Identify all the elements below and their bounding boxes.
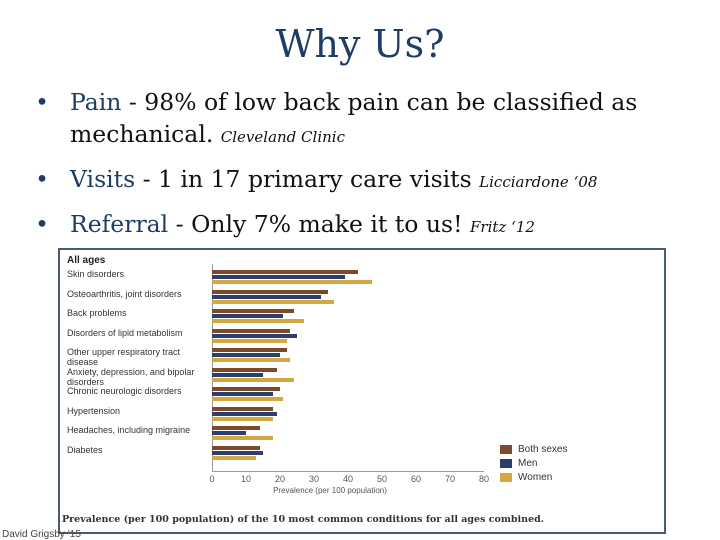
x-tick-label: 80 (478, 474, 489, 484)
category-label: Disorders of lipid metabolism (67, 327, 183, 338)
bar-women (212, 299, 335, 304)
bullet-label: Visits (70, 165, 136, 193)
bar-men (212, 392, 274, 396)
legend-swatch (500, 458, 512, 468)
bar-men (212, 450, 263, 455)
bullet-text: - 1 in 17 primary care visits (135, 165, 480, 193)
chart-legend: Both sexes Men Women (500, 444, 600, 486)
x-tick-label: 0 (209, 474, 215, 484)
legend-label: Men (518, 458, 538, 469)
bar-women (212, 377, 294, 382)
legend-item: Both sexes (500, 444, 600, 458)
bar-both-sexes (212, 289, 328, 294)
bar-both-sexes (212, 367, 277, 372)
bar-men (212, 411, 277, 416)
bar-men (212, 294, 321, 299)
x-tick-label: 70 (444, 474, 455, 484)
bar-men (212, 275, 345, 279)
category-label: Chronic neurologic disorders (67, 386, 182, 396)
bar-women (212, 338, 287, 343)
x-tick-label: 50 (376, 474, 387, 484)
x-axis-line (212, 471, 484, 472)
bullet-text: - Only 7% make it to us! (168, 210, 471, 238)
category-label: Headaches, including migraine (67, 425, 191, 435)
x-tick-label: 30 (308, 474, 319, 484)
x-tick-label: 10 (240, 474, 251, 484)
x-tick-label: 20 (274, 474, 285, 484)
slide-title: Why Us? (275, 22, 445, 66)
legend-label: Women (518, 472, 553, 483)
x-tick-label: 40 (342, 474, 353, 484)
author-credit: David Grigsby ’15 (2, 529, 81, 540)
legend-item: Women (500, 472, 600, 486)
bar-men (212, 333, 297, 338)
bar-both-sexes (212, 406, 274, 411)
bar-men (212, 372, 263, 377)
bar-women (212, 280, 372, 284)
bullet-list: • Pain - 98% of low back pain can be cla… (30, 86, 710, 253)
category-label: Back problems (67, 308, 127, 318)
bar-men (212, 314, 284, 318)
chart-group-label: All ages (67, 255, 106, 266)
bar-both-sexes (212, 309, 294, 313)
legend-item: Men (500, 458, 600, 472)
category-label: Diabetes (67, 444, 103, 455)
x-axis-label: Prevalence (per 100 population) (273, 486, 387, 495)
x-tick-label: 60 (410, 474, 421, 484)
figure-caption: Prevalence (per 100 population) of the 1… (62, 514, 545, 525)
legend-swatch (500, 444, 512, 454)
bullet-citation: Fritz ‘12 (470, 218, 535, 236)
bullet-dot-icon: • (35, 165, 49, 193)
bar-women (212, 455, 257, 460)
bar-men (212, 353, 280, 357)
bar-both-sexes (212, 348, 287, 352)
bar-women (212, 319, 304, 323)
bullet-label: Pain (70, 88, 122, 116)
category-label: Osteoarthritis, joint disorders (67, 288, 182, 299)
bar-women (212, 416, 274, 421)
bullet-label: Referral (70, 210, 169, 238)
category-label: Hypertension (67, 405, 121, 416)
bullet-dot-icon: • (35, 88, 49, 116)
bar-women (212, 358, 291, 362)
legend-swatch (500, 472, 512, 482)
category-label: Other upper respiratory tract disease (67, 347, 181, 367)
category-label: Skin disorders (67, 269, 125, 279)
bar-women (212, 436, 274, 440)
bullet-citation: Licciardone ‘08 (479, 173, 598, 191)
bullet-citation: Cleveland Clinic (220, 128, 345, 146)
bar-men (212, 431, 246, 435)
bar-women (212, 397, 284, 401)
category-label: Anxiety, depression, and bipolar disorde… (67, 366, 195, 387)
bullet-pain: • Pain - 98% of low back pain can be cla… (30, 86, 710, 153)
bar-both-sexes (212, 270, 359, 274)
bullet-visits: • Visits - 1 in 17 primary care visits L… (30, 163, 710, 198)
bar-both-sexes (212, 328, 291, 333)
bullet-referral: • Referral - Only 7% make it to us! Frit… (30, 208, 710, 243)
bar-both-sexes (212, 387, 280, 391)
bullet-dot-icon: • (35, 210, 49, 238)
legend-label: Both sexes (518, 444, 568, 455)
bar-both-sexes (212, 445, 260, 450)
bar-both-sexes (212, 426, 260, 430)
bullet-text: - 98% of low back pain can be classified… (70, 88, 638, 148)
prevalence-chart-figure: All ages Skin disorders Osteoarthritis, j… (58, 248, 666, 534)
